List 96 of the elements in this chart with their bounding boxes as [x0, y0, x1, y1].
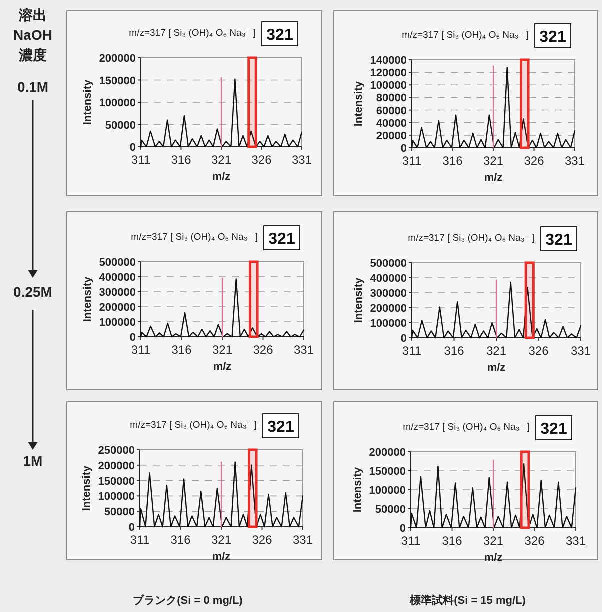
- text: 1M: [23, 453, 43, 469]
- x-tick-label: 326: [528, 344, 550, 358]
- y-tick-label: 50000: [375, 504, 406, 516]
- text: 321: [540, 421, 568, 438]
- y-tick-label: 0: [130, 142, 136, 154]
- x-tick-label: 331: [294, 343, 314, 357]
- x-tick-label: 326: [524, 534, 546, 548]
- x-axis-title: m/z: [212, 551, 232, 563]
- y-tick-label: 50000: [105, 120, 136, 132]
- y-axis-title: Intensity: [353, 277, 365, 324]
- text: 溶出 NaOH 濃度: [14, 7, 52, 63]
- x-tick-label: 316: [170, 533, 192, 547]
- chart-title: m/z=317 [ Si₃ (OH)₄ O₆ Na₃⁻ ]: [129, 28, 256, 39]
- y-axis-title: Intensity: [81, 465, 93, 512]
- x-tick-label: 326: [252, 153, 272, 167]
- y-tick-label: 250000: [98, 445, 135, 457]
- text: 標準試料(Si = 15 mg/L): [409, 594, 526, 607]
- y-axis-title: Intensity: [352, 466, 364, 513]
- y-axis-title: Intensity: [82, 79, 94, 126]
- y-tick-label: 40000: [376, 118, 407, 130]
- x-tick-label: 331: [566, 534, 586, 548]
- y-tick-label: 140000: [370, 55, 407, 67]
- y-tick-label: 200000: [98, 460, 135, 472]
- x-tick-label: 321: [211, 153, 232, 167]
- y-tick-label: 300000: [370, 288, 407, 300]
- x-axis-title: m/z: [487, 362, 506, 374]
- text: 321: [268, 419, 294, 436]
- text: 321: [266, 27, 294, 44]
- y-tick-label: 0: [400, 333, 407, 345]
- x-tick-label: 321: [483, 534, 504, 548]
- y-tick-label: 50000: [104, 506, 135, 519]
- x-axis-title: m/z: [213, 361, 232, 373]
- chart-title: m/z=317 [ Si₃ (OH)₄ O₆ Na₃⁻ ]: [403, 422, 530, 433]
- y-axis-title: Intensity: [353, 80, 365, 127]
- x-tick-label: 321: [211, 533, 232, 547]
- x-tick-label: 316: [442, 534, 463, 548]
- y-tick-label: 0: [400, 143, 407, 155]
- x-tick-label: 311: [131, 343, 151, 357]
- chart-title: m/z=317 [ Si₃ (OH)₄ O₆ Na₃⁻ ]: [130, 420, 257, 431]
- y-tick-label: 200000: [370, 303, 407, 315]
- y-tick-label: 200000: [99, 302, 136, 314]
- x-tick-label: 331: [570, 344, 592, 358]
- y-tick-label: 300000: [99, 287, 136, 299]
- x-tick-label: 311: [130, 533, 150, 547]
- text: 0.1M: [17, 79, 49, 95]
- x-axis-title: m/z: [484, 172, 504, 184]
- x-tick-label: 311: [402, 154, 422, 168]
- x-tick-label: 311: [402, 344, 422, 358]
- text: 321: [268, 231, 296, 248]
- x-tick-label: 331: [292, 153, 312, 167]
- chart-title: m/z=317 [ Si₃ (OH)₄ O₆ Na₃⁻ ]: [402, 30, 529, 41]
- y-tick-label: 100000: [98, 491, 135, 504]
- y-tick-label: 60000: [376, 105, 407, 118]
- x-tick-label: 316: [444, 344, 465, 358]
- text: 321: [546, 232, 572, 249]
- y-axis-title: Intensity: [82, 276, 94, 322]
- y-tick-label: 100000: [370, 318, 407, 330]
- text: 0.25M: [14, 284, 52, 300]
- y-tick-label: 100000: [99, 317, 136, 329]
- chart-title: m/z=317 [ Si₃ (OH)₄ O₆ Na₃⁻ ]: [131, 232, 258, 243]
- x-tick-label: 326: [253, 343, 274, 357]
- x-tick-label: 316: [171, 153, 192, 167]
- y-tick-label: 0: [130, 332, 136, 344]
- x-tick-label: 316: [442, 154, 464, 168]
- y-tick-label: 150000: [99, 75, 136, 88]
- y-tick-label: 100000: [370, 80, 407, 92]
- y-tick-label: 200000: [99, 53, 136, 65]
- text: ブランク(Si = 0 mg/L): [133, 594, 244, 607]
- x-tick-label: 316: [172, 343, 192, 357]
- x-tick-label: 331: [292, 533, 314, 547]
- x-tick-label: 321: [486, 344, 507, 358]
- x-tick-label: 311: [401, 534, 421, 548]
- y-tick-label: 120000: [370, 68, 407, 80]
- y-tick-label: 100000: [99, 98, 136, 110]
- y-tick-label: 0: [400, 523, 406, 535]
- y-tick-label: 500000: [99, 257, 136, 269]
- x-tick-label: 311: [131, 153, 151, 167]
- x-axis-title: m/z: [484, 552, 504, 564]
- x-tick-label: 326: [524, 154, 545, 168]
- x-tick-label: 321: [483, 154, 504, 168]
- y-tick-label: 100000: [369, 485, 406, 497]
- x-axis-title: m/z: [212, 171, 232, 183]
- y-tick-label: 400000: [370, 273, 407, 285]
- y-tick-label: 150000: [98, 476, 135, 488]
- x-tick-label: 326: [252, 533, 273, 547]
- x-tick-label: 331: [564, 154, 586, 168]
- chart-title: m/z=317 [ Si₃ (OH)₄ O₆ Na₃⁻ ]: [408, 233, 535, 244]
- y-tick-label: 150000: [369, 466, 406, 478]
- y-tick-label: 80000: [376, 92, 407, 105]
- x-tick-label: 321: [212, 343, 233, 357]
- y-tick-label: 400000: [99, 272, 136, 284]
- y-tick-label: 500000: [370, 258, 407, 270]
- text: 321: [540, 29, 566, 46]
- y-tick-label: 20000: [376, 130, 407, 142]
- y-tick-label: 0: [128, 522, 135, 534]
- y-tick-label: 200000: [369, 447, 406, 459]
